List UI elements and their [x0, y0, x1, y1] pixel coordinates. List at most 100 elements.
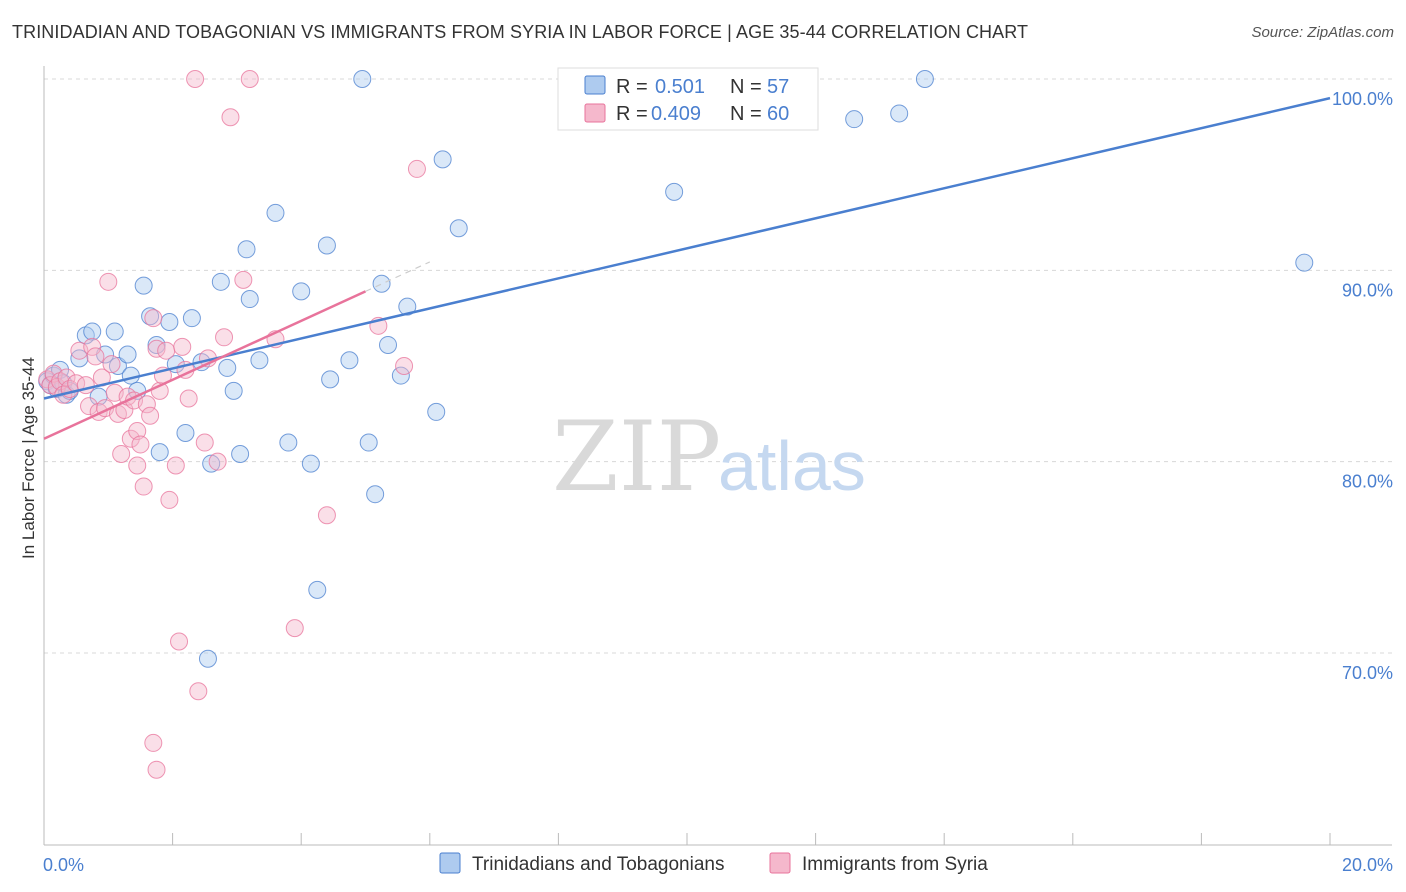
bottom-legend-label-pink: Immigrants from Syria [802, 854, 988, 875]
point-trinidadian [353, 70, 372, 88]
point-trinidadian [134, 276, 153, 295]
point-trinidadian [118, 345, 137, 364]
data-points [38, 70, 1314, 779]
point-trinidadian [915, 70, 934, 88]
point-syria [186, 70, 205, 88]
point-trinidadian [150, 443, 169, 462]
point-trinidadian [308, 580, 327, 599]
point-trinidadian [317, 236, 336, 255]
point-syria [141, 406, 160, 425]
point-syria [121, 429, 140, 448]
point-syria [221, 108, 240, 127]
point-trinidadian [359, 433, 378, 452]
watermark-atlas: atlas [718, 427, 866, 505]
bottom-legend: Trinidadians and Tobagonians Immigrants … [439, 852, 988, 875]
point-syria [128, 456, 147, 475]
chart-title: TRINIDADIAN AND TOBAGONIAN VS IMMIGRANTS… [12, 22, 1029, 42]
point-trinidadian [845, 110, 864, 129]
point-trinidadian [321, 370, 340, 389]
point-trinidadian [202, 454, 221, 473]
point-trinidadian [182, 309, 201, 328]
point-trinidadian [427, 402, 446, 421]
point-trinidadian [108, 357, 127, 375]
point-trinidadian [890, 104, 909, 123]
legend-r-label-pink: R = [616, 103, 648, 125]
trend-lines [43, 96, 1331, 440]
point-trinidadian [266, 203, 285, 222]
y-tick-label: 90.0% [1342, 280, 1393, 300]
point-syria [195, 433, 214, 452]
legend-n-label-blue: N = [730, 76, 762, 98]
point-trinidadian [340, 351, 359, 370]
legend-n-value-pink: 60 [767, 103, 789, 125]
legend-swatch-pink [584, 103, 606, 123]
point-syria [285, 619, 304, 638]
point-trinidadian [231, 445, 250, 464]
point-syria [240, 70, 259, 88]
y-tick-label: 80.0% [1342, 472, 1393, 492]
point-syria [407, 159, 426, 178]
bottom-legend-label-blue: Trinidadians and Tobagonians [472, 854, 724, 875]
point-syria [157, 341, 176, 360]
point-trinidadian [366, 485, 385, 504]
legend-n-label-pink: N = [730, 103, 762, 125]
trend-line-syria [43, 290, 367, 440]
point-syria [57, 368, 76, 387]
point-syria [41, 376, 60, 395]
bottom-legend-swatch-blue[interactable] [439, 852, 461, 874]
point-syria [112, 445, 131, 464]
point-trinidadian [379, 335, 398, 354]
point-trinidadian [391, 366, 410, 385]
top-legend: R = 0.501 N = 57 R = 0.409 N = 60 [557, 67, 819, 131]
point-syria [99, 272, 118, 291]
point-syria [189, 682, 208, 701]
y-axis-title: In Labor Force | Age 35-44 [19, 357, 38, 559]
legend-swatch-blue [584, 75, 606, 95]
point-syria [134, 477, 153, 496]
point-syria [86, 347, 105, 366]
grid-lines [44, 78, 1392, 654]
y-tick-label: 100.0% [1332, 89, 1393, 109]
point-trinidadian [160, 312, 179, 331]
point-trinidadian [70, 349, 89, 368]
point-syria [317, 506, 336, 525]
watermark-zip: ZIP [552, 401, 721, 513]
point-trinidadian [141, 307, 160, 326]
legend-r-value-pink: 0.409 [651, 103, 701, 125]
point-syria [137, 395, 156, 414]
point-trinidadian [250, 351, 269, 370]
point-trinidadian [398, 297, 417, 316]
point-syria [102, 355, 121, 374]
point-trinidadian [83, 322, 102, 341]
point-trinidadian [176, 423, 195, 442]
point-trinidadian [237, 240, 256, 259]
legend-n-value-blue: 57 [767, 76, 789, 98]
point-syria [173, 337, 192, 356]
point-trinidadian [292, 282, 311, 301]
point-syria [80, 397, 99, 416]
point-trinidadian [301, 454, 320, 473]
point-trinidadian [279, 433, 298, 452]
source-label: Source: ZipAtlas.com [1251, 24, 1394, 41]
point-trinidadian [240, 290, 259, 309]
x-tick-label-max: 20.0% [1342, 855, 1393, 875]
point-trinidadian [121, 366, 140, 385]
point-trinidadian [433, 150, 452, 169]
point-trinidadian [198, 649, 217, 668]
point-syria [395, 357, 414, 375]
point-trinidadian [211, 272, 230, 291]
y-tick-labels: 70.0% 80.0% 90.0% 100.0% [1332, 89, 1393, 683]
point-syria [208, 452, 227, 471]
trend-line-trinidadian [43, 96, 1331, 400]
point-syria [160, 490, 179, 509]
bottom-legend-swatch-pink[interactable] [769, 852, 791, 874]
point-syria [166, 456, 185, 475]
point-trinidadian [147, 335, 166, 354]
watermark: ZIP atlas [552, 401, 866, 513]
point-trinidadian [665, 182, 684, 201]
point-syria [147, 760, 166, 779]
point-trinidadian [105, 322, 124, 341]
point-trinidadian [372, 274, 391, 293]
point-syria [234, 270, 253, 289]
point-trinidadian [1295, 253, 1314, 272]
